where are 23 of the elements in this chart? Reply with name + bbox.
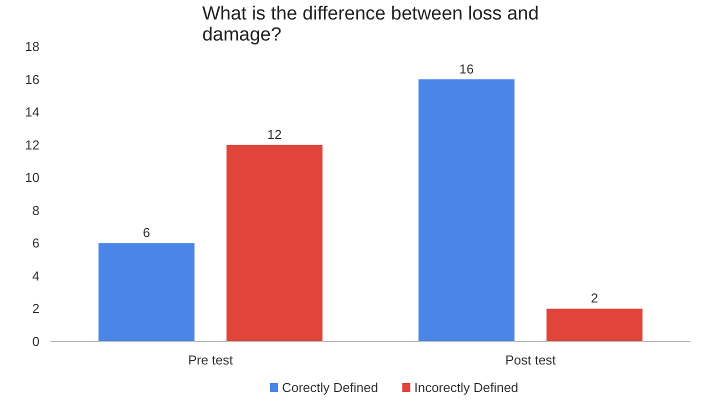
bar — [98, 243, 194, 342]
data-label: 2 — [590, 290, 598, 306]
y-tick-label: 12 — [25, 137, 40, 152]
y-tick-label: 4 — [32, 268, 40, 284]
y-tick-label: 2 — [32, 301, 40, 316]
y-tick-label: 0 — [32, 334, 40, 349]
y-tick-label: 10 — [25, 170, 40, 186]
x-tick-label: Post test — [505, 352, 556, 368]
y-tick-label: 14 — [25, 104, 40, 120]
y-tick-label: 6 — [32, 236, 40, 251]
bar — [546, 308, 642, 342]
data-label: 12 — [267, 126, 282, 142]
data-label: 6 — [142, 225, 150, 240]
bar — [418, 79, 514, 342]
legend-label: Corectly Defined — [282, 380, 378, 395]
y-tick-label: 8 — [32, 202, 40, 218]
bar — [226, 144, 322, 342]
legend-label: Incorectly Defined — [414, 380, 518, 395]
x-tick-label: Pre test — [188, 352, 234, 368]
data-label: 16 — [459, 61, 474, 76]
y-tick-label: 16 — [25, 72, 40, 87]
y-tick-label: 18 — [25, 39, 40, 54]
chart-title: What is the difference between loss and damage? — [202, 4, 539, 46]
